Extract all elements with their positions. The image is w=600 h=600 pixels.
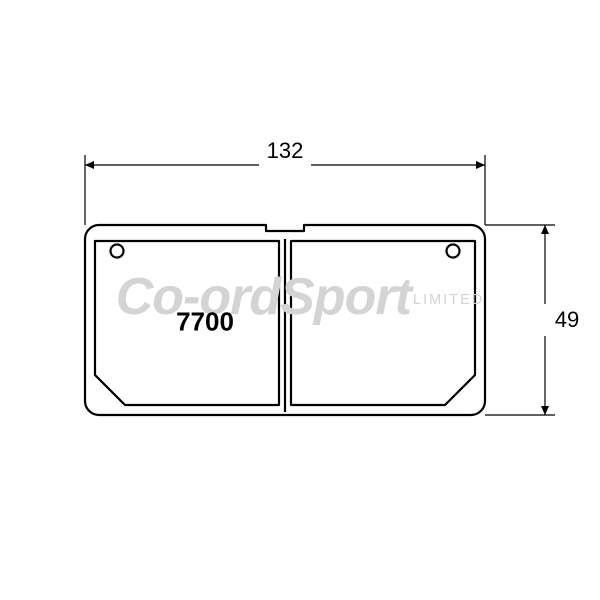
dim-arrow [541,225,549,234]
hole-left [111,245,124,258]
right-segment [291,241,475,405]
dim-arrow [476,161,485,169]
dim-arrow [541,406,549,415]
hole-right [447,245,460,258]
dimension-width-value: 132 [267,138,304,164]
diagram-canvas: Co-ordSportLIMITED 132 49 7700 [0,0,600,600]
drawing-svg [0,0,600,600]
part-number-label: 7700 [176,307,234,338]
dim-arrow [85,161,94,169]
dimension-height-value: 49 [555,307,579,333]
